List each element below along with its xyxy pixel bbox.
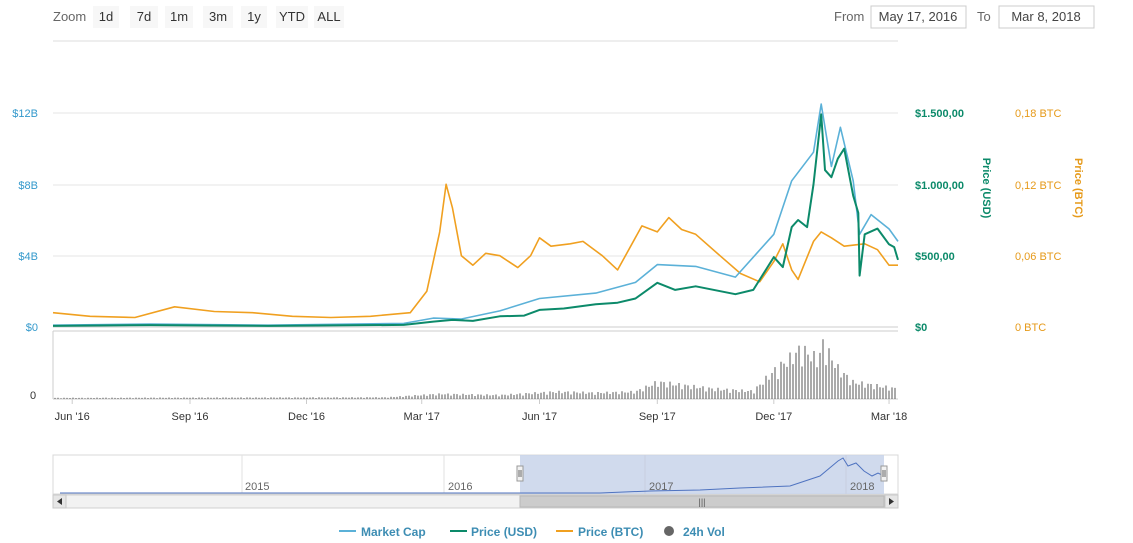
price-btc-axis: 0 BTC 0,06 BTC 0,12 BTC 0,18 BTC	[1015, 108, 1062, 334]
legend-label: Price (BTC)	[578, 525, 643, 539]
x-tick-label: Dec '17	[755, 411, 792, 423]
x-tick-label: Sep '16	[172, 411, 209, 423]
market-cap-axis: $0 $4B $8B $12B	[12, 108, 38, 334]
market-cap-tick: $8B	[18, 180, 38, 192]
navigator[interactable]: 2015 2016 2017 2018	[52, 454, 899, 495]
legend-item-market-cap[interactable]: Market Cap	[339, 525, 426, 539]
price-usd-axis: $0 $500,00 $1.000,00 $1.500,00	[915, 108, 964, 334]
zoom-button-label: 1d	[99, 9, 113, 24]
zoom-1d-button[interactable]: 1d	[93, 6, 119, 28]
price-usd-tick: $0	[915, 322, 927, 334]
to-label: To	[977, 9, 991, 24]
zoom-3m-button[interactable]: 3m	[203, 6, 233, 28]
x-tick-label: Mar '17	[404, 411, 440, 423]
volume-bars	[54, 339, 896, 399]
x-axis: Jun '16 Sep '16 Dec '16 Mar '17 Jun '17 Sep '…	[55, 399, 907, 423]
legend-label: 24h Vol	[683, 525, 725, 539]
zoom-1y-button[interactable]: 1y	[241, 6, 267, 28]
price-btc-tick: 0,18 BTC	[1015, 108, 1062, 120]
grid-lines	[53, 112, 898, 328]
price-usd-axis-title: Price (USD)	[980, 158, 992, 219]
legend: Market Cap Price (USD) Price (BTC) 24h V…	[339, 525, 725, 539]
zoom-button-label: YTD	[279, 9, 305, 24]
navigator-series-line	[60, 457, 885, 494]
navigator-year-label: 2018	[850, 481, 874, 493]
market-cap-line	[52, 103, 899, 326]
zoom-button-bg	[314, 6, 344, 28]
volume-axis-zero: 0	[30, 390, 36, 402]
navigator-selection[interactable]	[520, 455, 884, 494]
to-date-value: Mar 8, 2018	[1011, 9, 1080, 24]
zoom-button-bg	[203, 6, 233, 28]
market-cap-tick: $12B	[12, 108, 38, 120]
zoom-button-bg	[130, 6, 158, 28]
zoom-button-label: 1y	[247, 9, 261, 24]
price-btc-axis-title: Price (BTC)	[1072, 158, 1084, 218]
x-tick-label: Dec '16	[288, 411, 325, 423]
zoom-7d-button[interactable]: 7d	[130, 6, 158, 28]
legend-label: Market Cap	[361, 525, 426, 539]
zoom-button-label: ALL	[317, 9, 340, 24]
price-usd-tick: $500,00	[915, 251, 955, 263]
price-btc-tick: 0,12 BTC	[1015, 180, 1062, 192]
to-date-input[interactable]	[998, 5, 1095, 29]
scrollbar-thumb[interactable]	[519, 495, 885, 508]
price-usd-line	[52, 113, 899, 327]
zoom-button-bg	[93, 6, 119, 28]
zoom-ytd-button[interactable]: YTD	[276, 6, 308, 28]
price-usd-tick: $1.500,00	[915, 108, 964, 120]
x-tick-label: Jun '17	[522, 411, 557, 423]
from-date-input[interactable]	[870, 5, 967, 29]
x-tick-label: Mar '18	[871, 411, 907, 423]
zoom-all-button[interactable]: ALL	[314, 6, 344, 28]
zoom-button-bg	[241, 6, 267, 28]
navigator-handle-left[interactable]	[516, 465, 524, 482]
legend-label: Price (USD)	[471, 525, 537, 539]
zoom-buttons: 1d 7d 1m 3m 1y YTD ALL	[93, 6, 344, 28]
market-cap-tick: $0	[26, 322, 38, 334]
zoom-button-bg	[276, 6, 308, 28]
navigator-year-label: 2016	[448, 481, 472, 493]
zoom-button-label: 1m	[170, 9, 188, 24]
zoom-1m-button[interactable]: 1m	[165, 6, 193, 28]
price-btc-tick: 0 BTC	[1015, 322, 1046, 334]
legend-item-price-btc[interactable]: Price (BTC)	[556, 525, 643, 539]
scrollbar-grip-icon: |||	[698, 497, 705, 507]
scrollbar[interactable]: |||	[52, 494, 899, 509]
series-layer	[52, 103, 899, 327]
zoom-button-label: 3m	[209, 9, 227, 24]
from-label: From	[834, 9, 864, 24]
x-tick-label: Sep '17	[639, 411, 676, 423]
navigator-year-label: 2017	[649, 481, 673, 493]
market-cap-tick: $4B	[18, 251, 38, 263]
chevron-right-icon	[889, 498, 894, 505]
zoom-label: Zoom	[53, 9, 86, 24]
navigator-handle-right[interactable]	[880, 465, 888, 482]
navigator-year-label: 2015	[245, 481, 269, 493]
price-btc-line	[52, 183, 898, 319]
price-usd-tick: $1.000,00	[915, 180, 964, 192]
x-tick-label: Jun '16	[55, 411, 90, 423]
from-date-value: May 17, 2016	[879, 9, 958, 24]
zoom-button-bg	[165, 6, 193, 28]
price-btc-tick: 0,06 BTC	[1015, 251, 1062, 263]
legend-item-price-usd[interactable]: Price (USD)	[450, 525, 537, 539]
volume-swatch	[664, 526, 674, 536]
zoom-button-label: 7d	[137, 9, 151, 24]
chevron-left-icon	[57, 498, 62, 505]
legend-item-volume[interactable]: 24h Vol	[664, 525, 725, 539]
